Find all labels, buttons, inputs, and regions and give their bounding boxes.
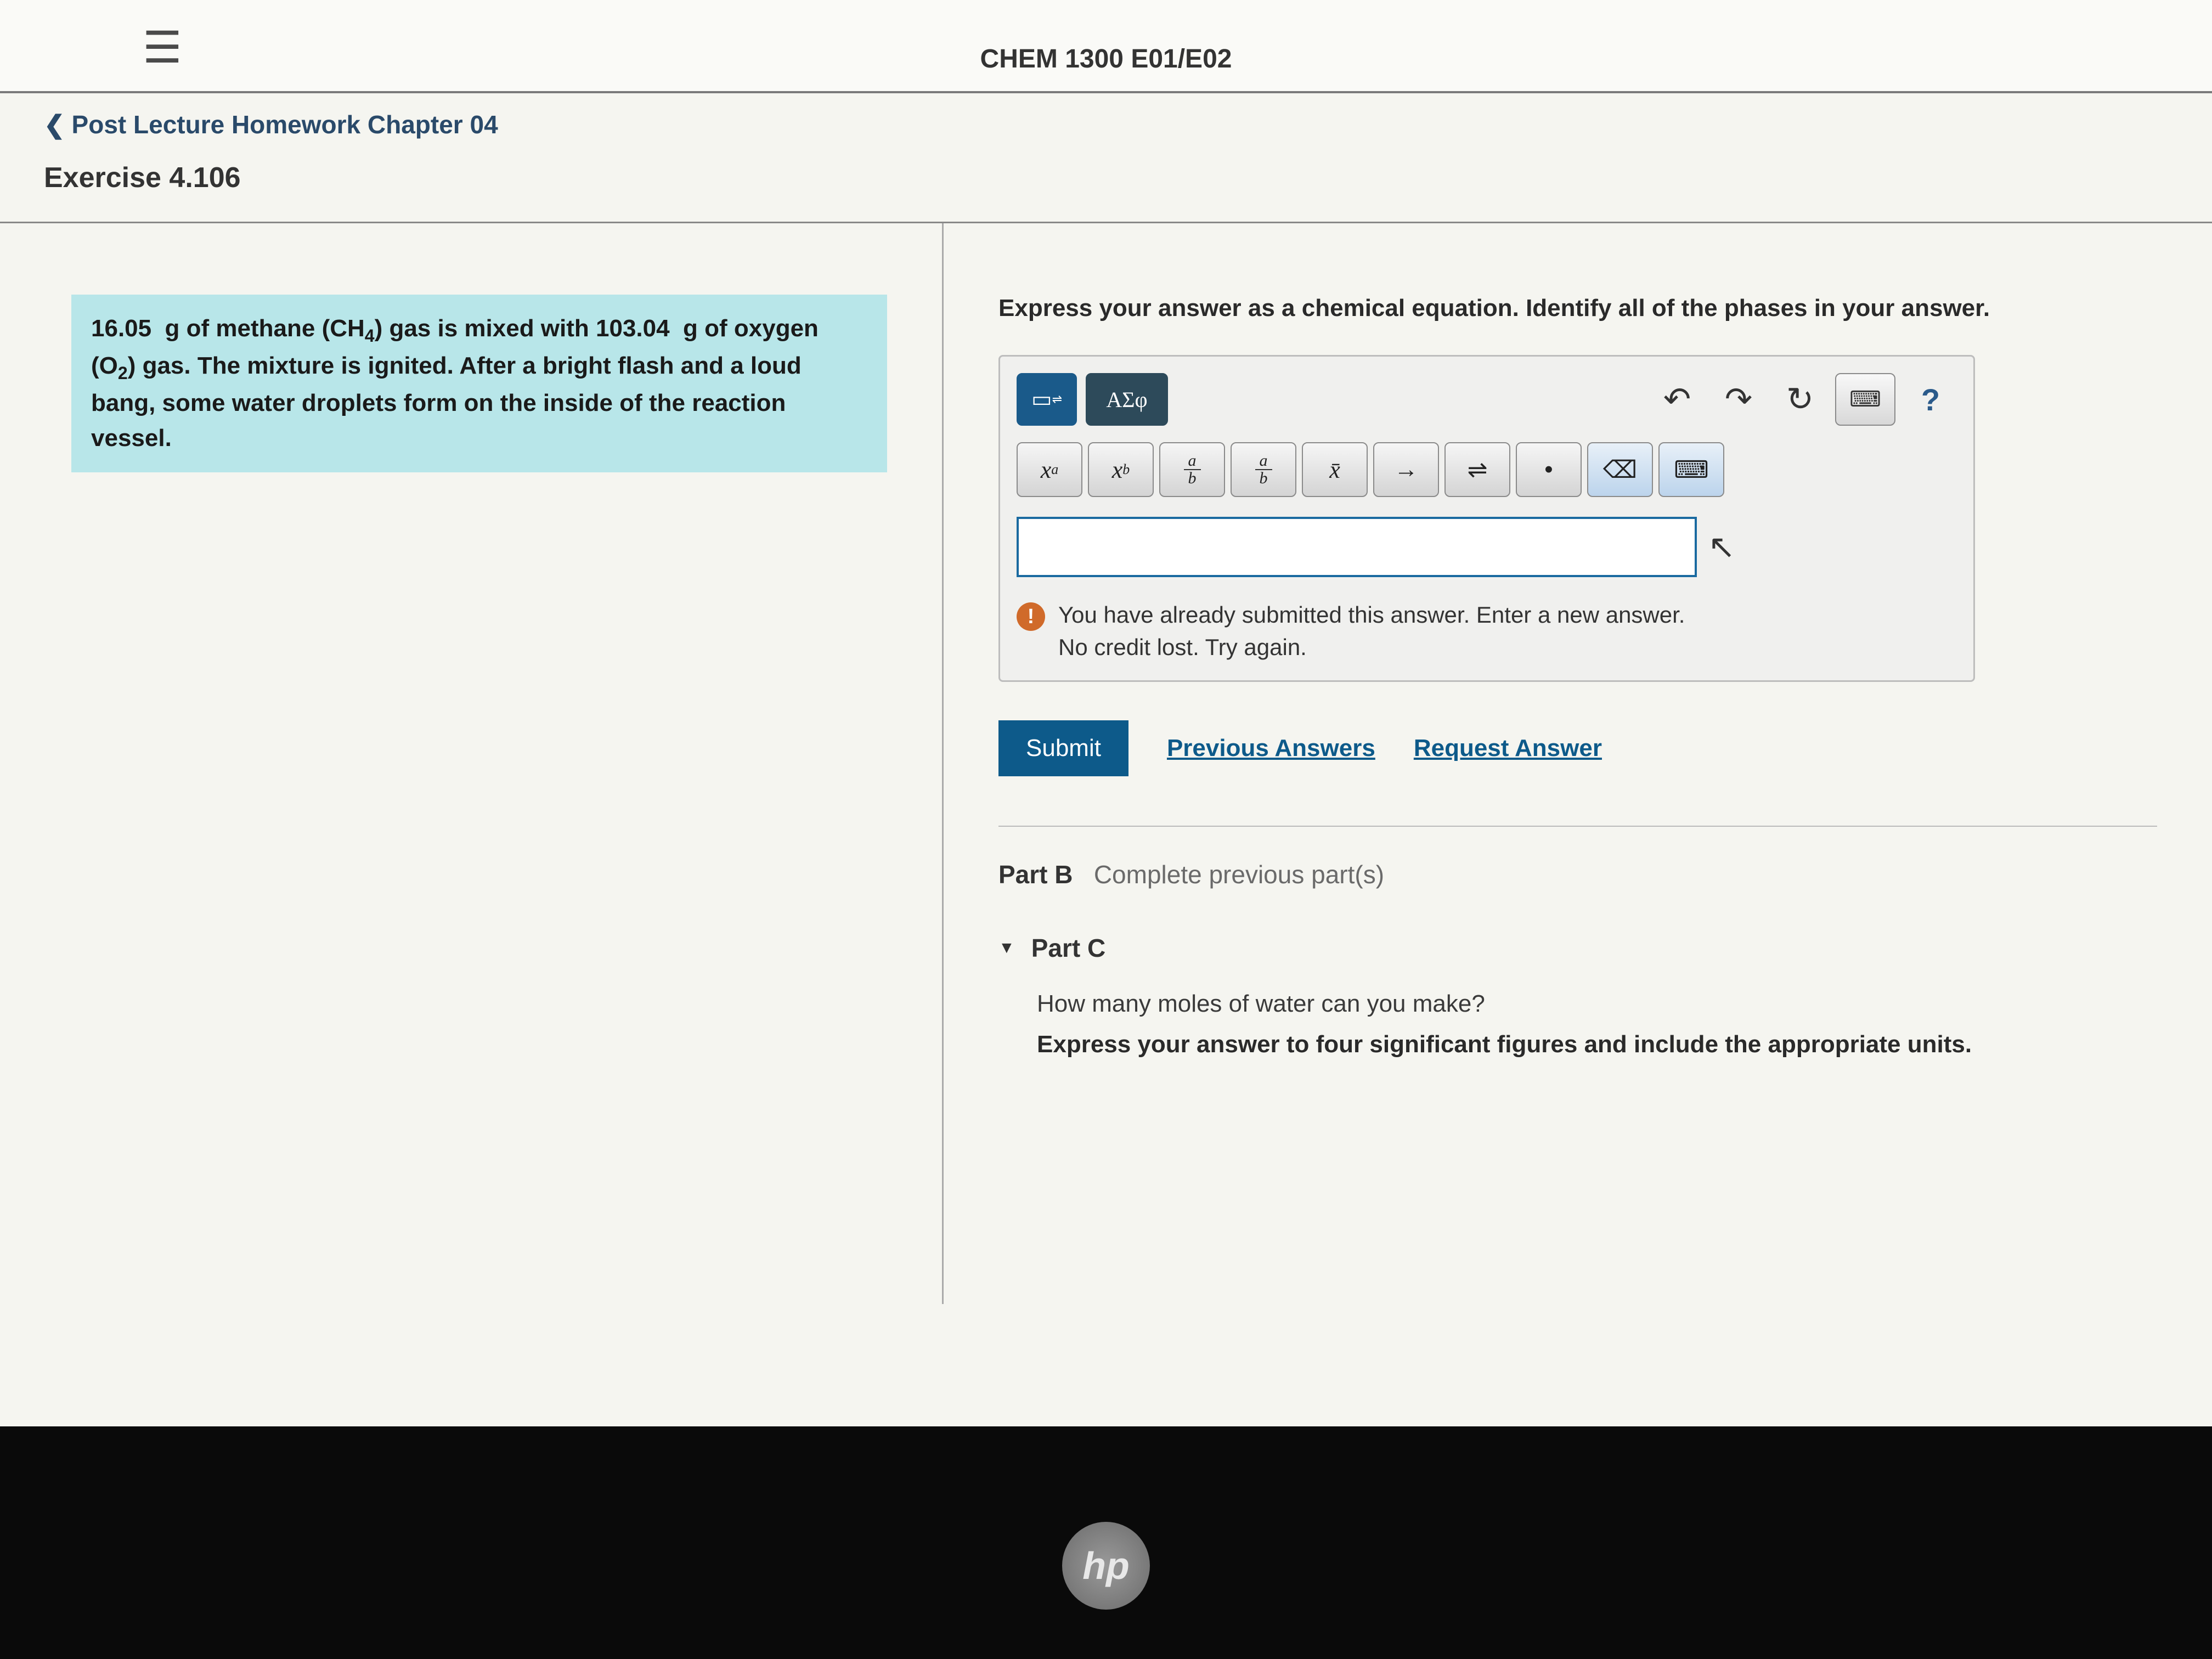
submit-button[interactable]: Submit (998, 720, 1128, 776)
bullet-button[interactable]: • (1516, 442, 1582, 497)
backspace-icon: ⌫ (1603, 456, 1637, 484)
xbar-button[interactable]: x̄ (1302, 442, 1368, 497)
collapse-icon: ▼ (998, 939, 1015, 957)
answer-instruction: Express your answer as a chemical equati… (998, 295, 2157, 322)
request-answer-link[interactable]: Request Answer (1414, 735, 1602, 762)
subscript-button[interactable]: xb (1088, 442, 1154, 497)
redo-button[interactable]: ↷ (1712, 373, 1765, 426)
arrow-button[interactable]: → (1373, 442, 1439, 497)
reversible-arrow-button[interactable]: ⇌ (1444, 442, 1510, 497)
part-b-label: Part B (998, 860, 1073, 889)
greek-symbols-button[interactable]: ΑΣφ (1086, 373, 1168, 426)
breadcrumb-bar: ❮Post Lecture Homework Chapter 04 Exerci… (0, 93, 2212, 223)
problem-pane: 16.05 g of methane (CH4) gas is mixed wi… (0, 223, 944, 1304)
app-window: ☰ CHEM 1300 E01/E02 ❮Post Lecture Homewo… (0, 0, 2212, 1426)
part-c-label: Part C (1031, 933, 1105, 963)
breadcrumb-text: Post Lecture Homework Chapter 04 (72, 110, 498, 139)
part-b-row: Part B Complete previous part(s) (998, 860, 2157, 889)
feedback-text: You have already submitted this answer. … (1058, 599, 1685, 664)
chevron-left-icon: ❮ (44, 110, 65, 139)
part-c-question: How many moles of water can you make? (1037, 990, 2157, 1018)
content-area: 16.05 g of methane (CH4) gas is mixed wi… (0, 223, 2212, 1304)
part-c-header[interactable]: ▼ Part C (998, 933, 2157, 963)
backspace-button[interactable]: ⌫ (1587, 442, 1653, 497)
help-button[interactable]: ? (1904, 373, 1957, 426)
breadcrumb-link[interactable]: ❮Post Lecture Homework Chapter 04 (44, 110, 2168, 139)
superscript-button[interactable]: xa (1017, 442, 1082, 497)
reset-button[interactable]: ↻ (1774, 373, 1826, 426)
feedback-message: ! You have already submitted this answer… (1017, 599, 1957, 664)
undo-button[interactable]: ↶ (1651, 373, 1703, 426)
answer-input[interactable] (1017, 517, 1697, 577)
problem-statement: 16.05 g of methane (CH4) gas is mixed wi… (71, 295, 887, 472)
answer-input-row: ↖ (1017, 517, 1957, 577)
top-bar: ☰ CHEM 1300 E01/E02 (0, 0, 2212, 93)
action-row: Submit Previous Answers Request Answer (998, 720, 2157, 776)
part-c-instruction: Express your answer to four significant … (1037, 1031, 2157, 1058)
fraction-dotted-button[interactable]: ab (1159, 442, 1225, 497)
menu-icon[interactable]: ☰ (143, 22, 182, 73)
fraction-button[interactable]: ab (1231, 442, 1296, 497)
editor-toolbar-secondary: xa xb ab ab x̄ → ⇌ • ⌫ ⌨ (1017, 442, 1957, 497)
answer-pane: Express your answer as a chemical equati… (944, 223, 2212, 1304)
hp-logo: hp (1062, 1522, 1150, 1610)
equation-editor: ▭⇌ ΑΣφ ↶ ↷ ↻ ⌨ ? xa xb ab ab x̄ → ⇌ (998, 355, 1975, 682)
keyboard-icon: ⌨ (1674, 456, 1709, 484)
previous-answers-link[interactable]: Previous Answers (1167, 735, 1375, 762)
course-title: CHEM 1300 E01/E02 (980, 44, 1232, 74)
exercise-title: Exercise 4.106 (44, 161, 2168, 211)
alert-icon: ! (1017, 602, 1045, 631)
template-toggle-button[interactable]: ▭⇌ (1017, 373, 1077, 426)
part-b-status: Complete previous part(s) (1094, 860, 1384, 889)
cursor-icon: ↖ (1708, 528, 1735, 566)
keyboard-icon: ⌨ (1849, 387, 1881, 412)
editor-toolbar-primary: ▭⇌ ΑΣφ ↶ ↷ ↻ ⌨ ? (1017, 373, 1957, 426)
onscreen-keyboard-button[interactable]: ⌨ (1658, 442, 1724, 497)
keyboard-button[interactable]: ⌨ (1835, 373, 1895, 426)
divider (998, 826, 2157, 827)
